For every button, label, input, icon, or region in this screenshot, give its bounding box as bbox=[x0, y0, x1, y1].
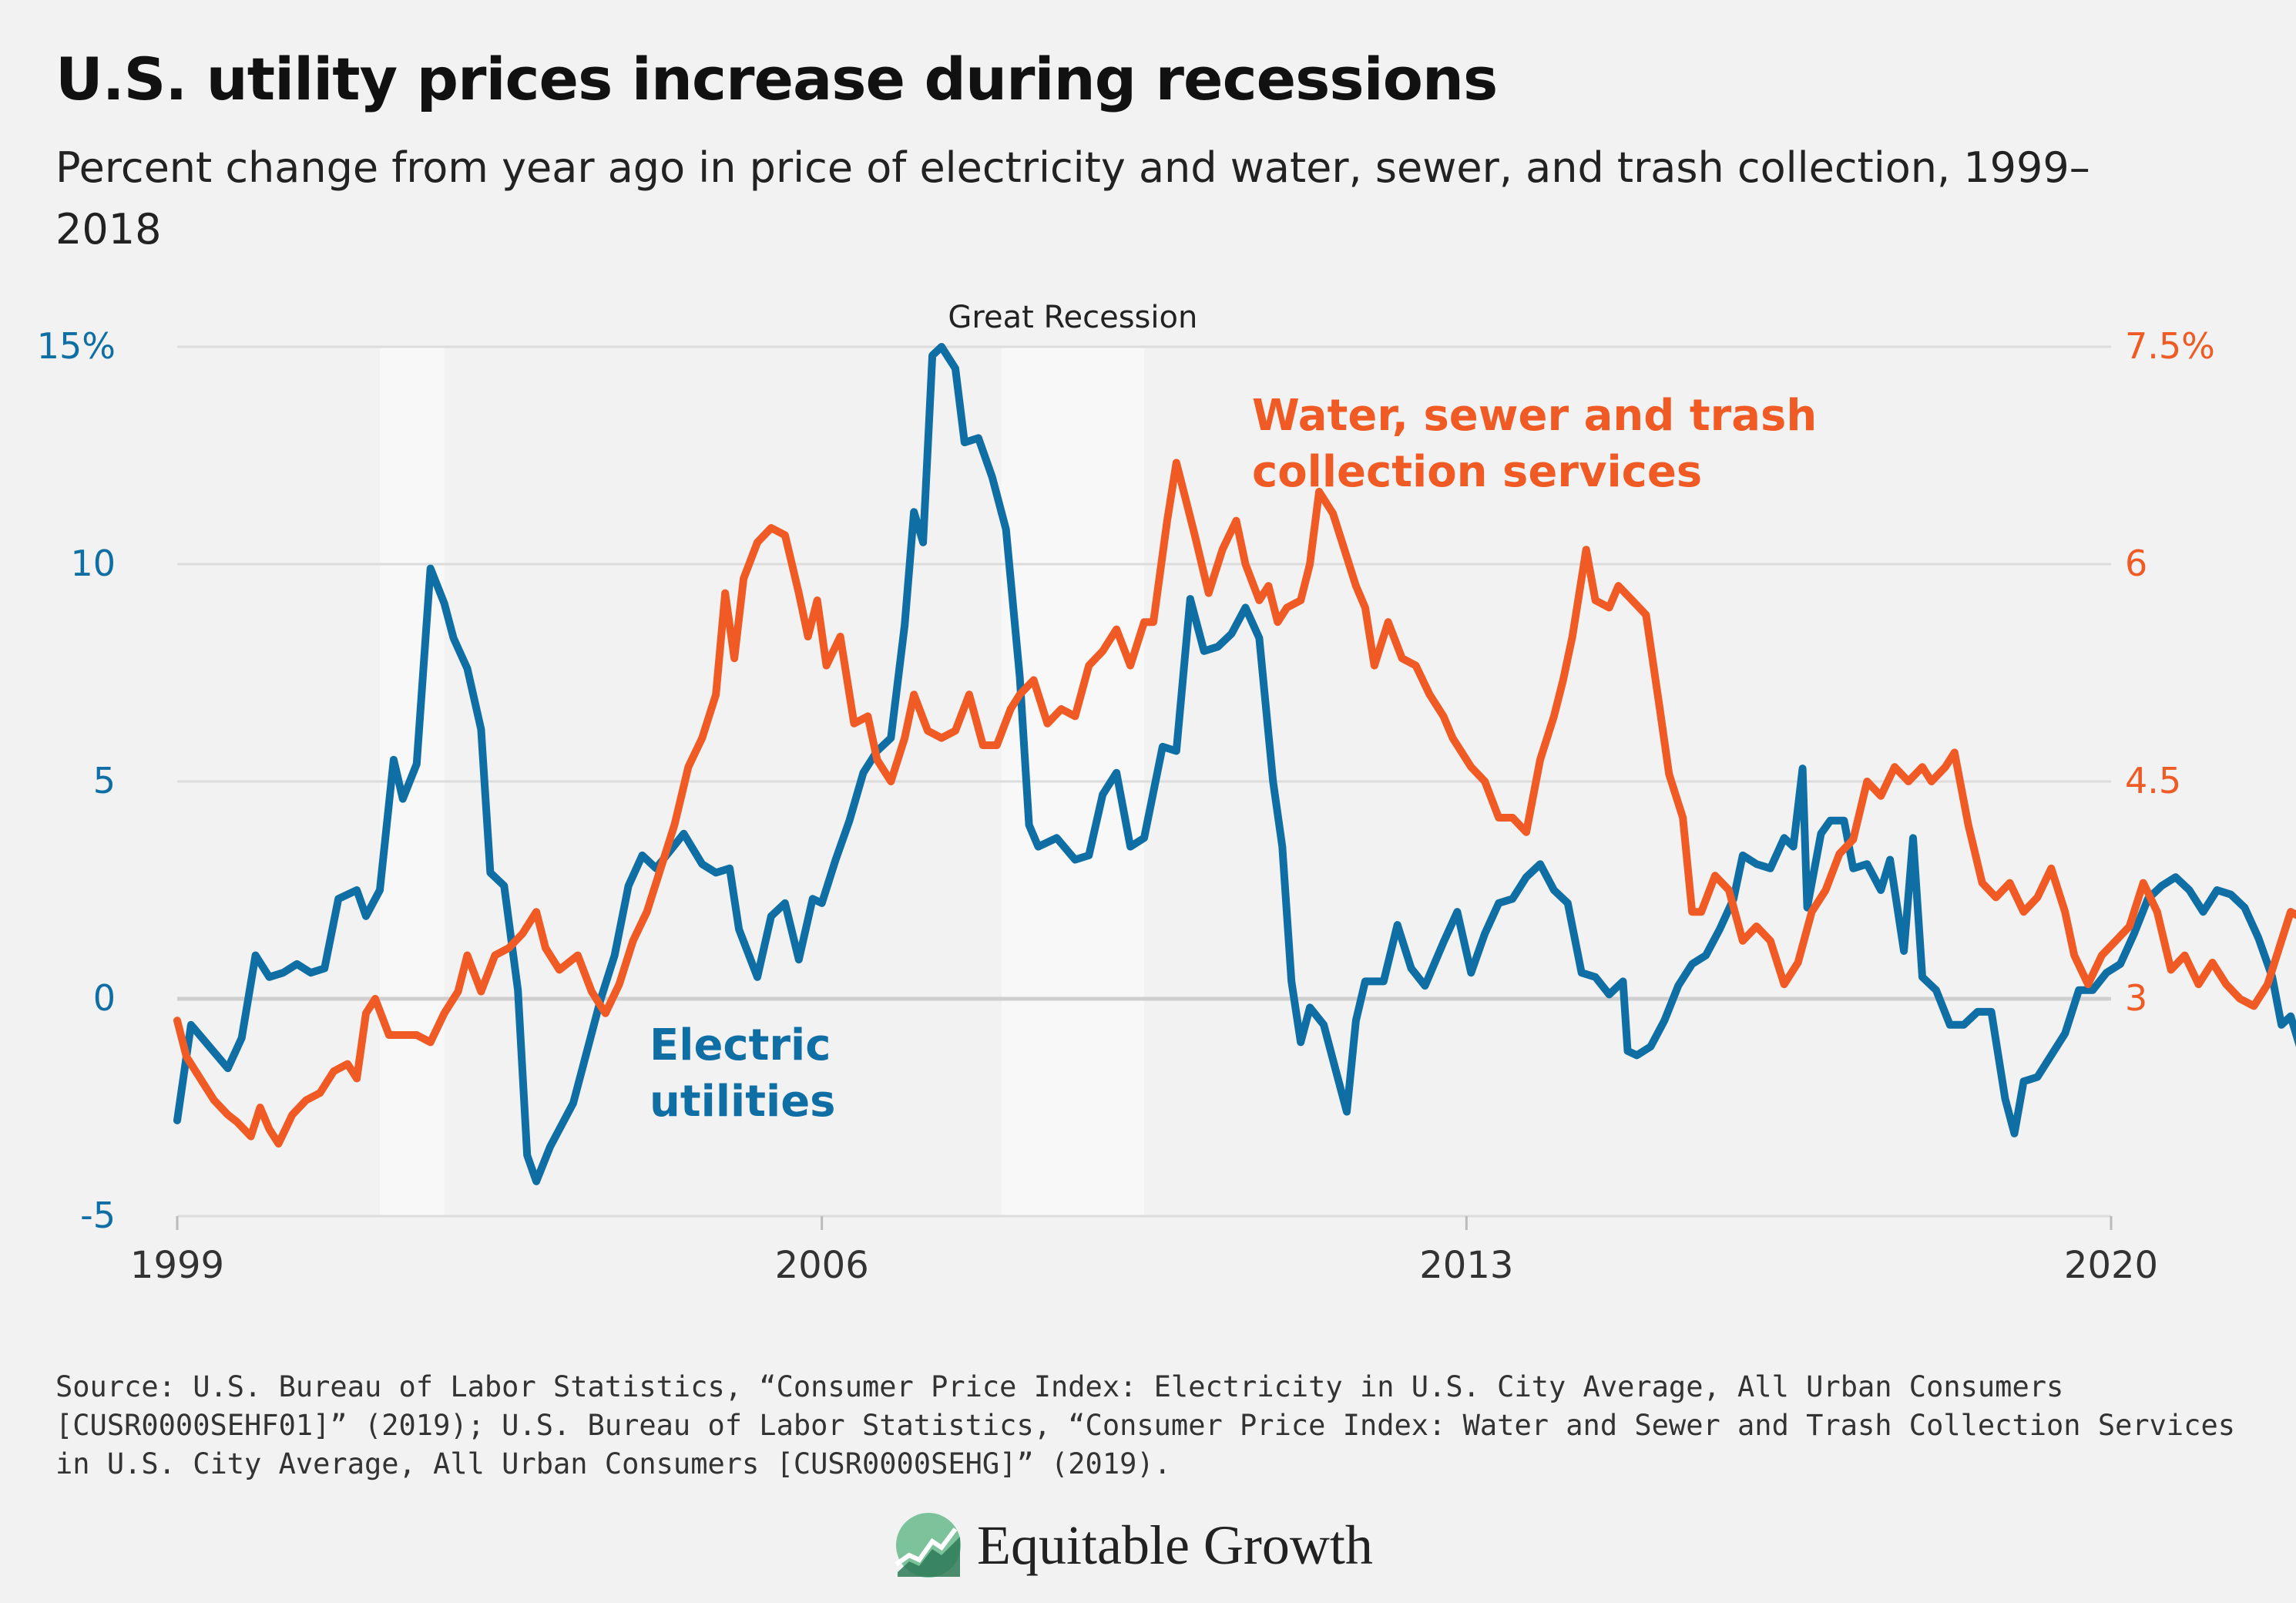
x-tick-label: 2013 bbox=[1419, 1244, 1513, 1287]
water-sewer-trash-line bbox=[173, 459, 2296, 1148]
y-tick-right: 7.5% bbox=[2125, 325, 2215, 367]
y-tick-right: 6 bbox=[2125, 543, 2147, 584]
equitable-growth-logo-icon bbox=[895, 1513, 961, 1578]
y-tick-right: 4.5 bbox=[2125, 760, 2181, 802]
chart-title: U.S. utility prices increase during rece… bbox=[55, 45, 1498, 113]
y-tick-left: 0 bbox=[93, 977, 116, 1019]
water-series-label: Water, sewer and trash bbox=[1252, 391, 1817, 441]
electric-series-label: utilities bbox=[650, 1077, 836, 1127]
recession-label: Great Recession bbox=[948, 300, 1197, 335]
brand-footer: Equitable Growth bbox=[894, 1511, 1373, 1580]
x-tick-label: 2006 bbox=[775, 1244, 869, 1287]
electric-utilities-line bbox=[173, 343, 2296, 1185]
water-series-label: collection services bbox=[1252, 447, 1702, 497]
y-tick-left: 15% bbox=[37, 325, 116, 367]
electric-series-label: Electric bbox=[650, 1020, 831, 1070]
y-tick-right: 3 bbox=[2125, 977, 2147, 1019]
chart-subtitle: Percent change from year ago in price of… bbox=[55, 143, 2090, 254]
x-tick-label: 1999 bbox=[130, 1244, 224, 1287]
chart: Great Recession -5 0 5 10 15% 3 4.5 6 7.5% 1999 200… bbox=[37, 300, 2296, 1287]
brand-name: Equitable Growth bbox=[977, 1514, 1373, 1576]
y-tick-left: 10 bbox=[70, 543, 116, 584]
x-tick-label: 2020 bbox=[2064, 1244, 2158, 1287]
y-tick-left: 5 bbox=[93, 760, 116, 802]
source-note: Source: U.S. Bureau of Labor Statistics,… bbox=[55, 1370, 2236, 1480]
y-tick-left: -5 bbox=[80, 1195, 116, 1236]
